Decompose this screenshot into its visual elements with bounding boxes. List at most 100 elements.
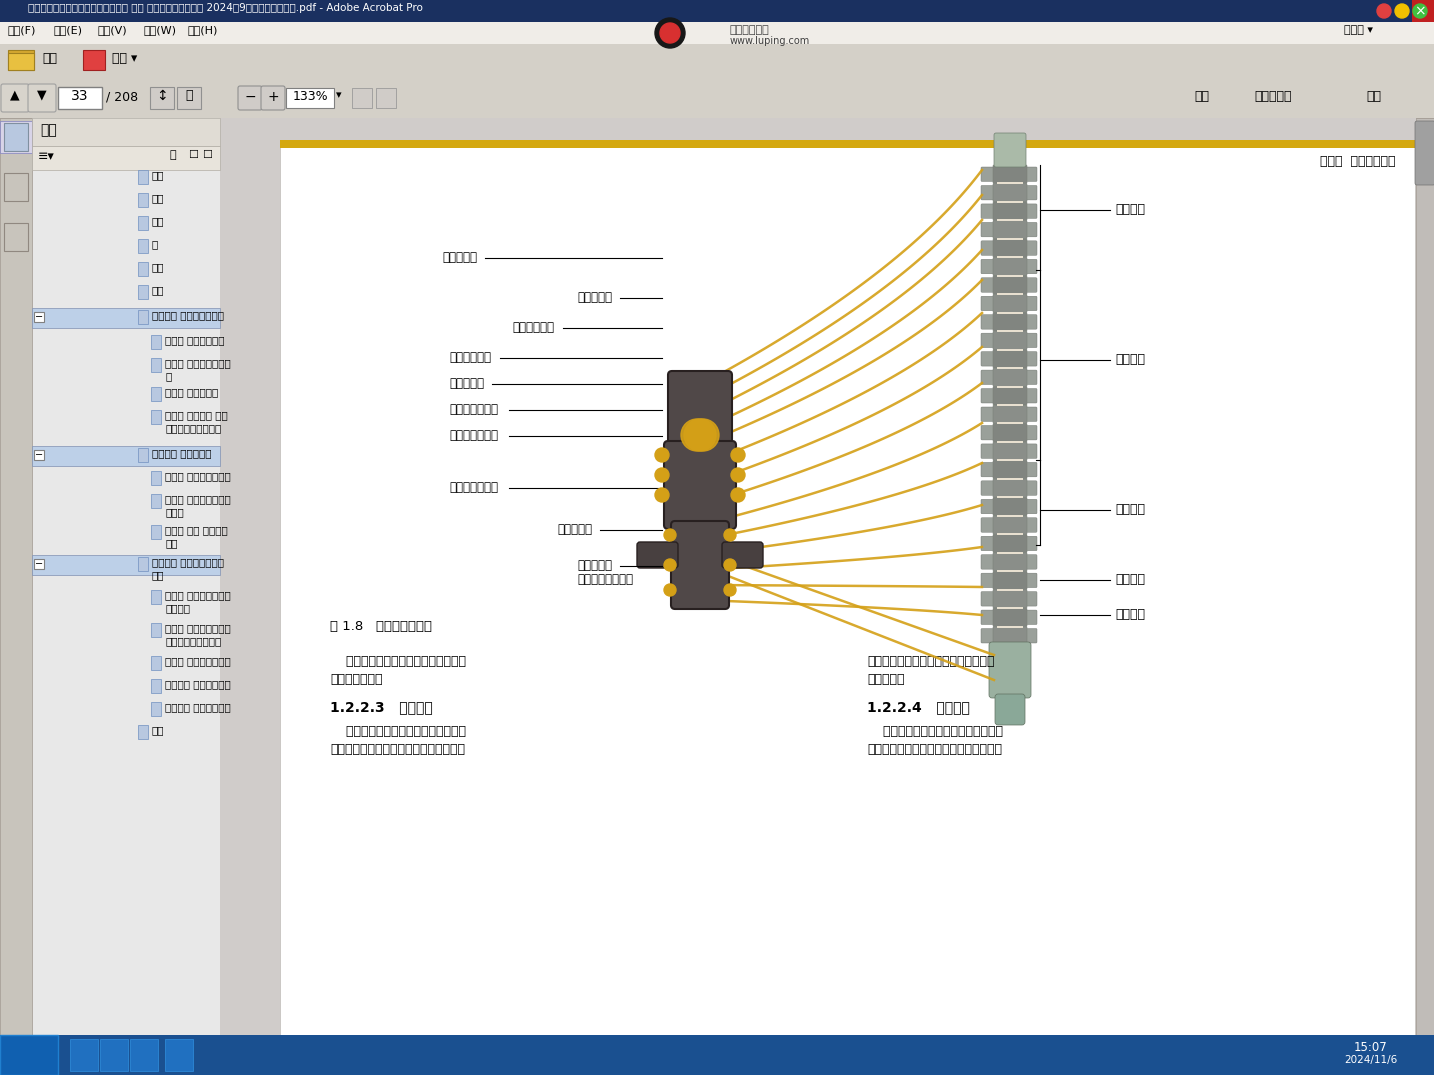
FancyBboxPatch shape: [992, 442, 1027, 460]
Text: 创建 ▾: 创建 ▾: [112, 52, 138, 64]
Text: 结论: 结论: [152, 725, 165, 735]
FancyBboxPatch shape: [992, 589, 1027, 608]
Text: 编辑(E): 编辑(E): [53, 25, 82, 35]
FancyBboxPatch shape: [989, 642, 1031, 698]
FancyBboxPatch shape: [1415, 121, 1434, 185]
Bar: [138, 216, 148, 230]
Text: 第九章 整骨治疗技术在: 第九章 整骨治疗技术在: [165, 624, 231, 633]
FancyBboxPatch shape: [1025, 388, 1037, 403]
Circle shape: [655, 448, 670, 462]
Bar: [151, 702, 161, 716]
FancyBboxPatch shape: [1025, 462, 1037, 477]
Text: +: +: [267, 90, 278, 104]
Text: 节前纤维根据其与周围神经元连接的: 节前纤维根据其与周围神经元连接的: [868, 725, 1002, 739]
Text: ☐: ☐: [202, 151, 212, 160]
Text: 内脏最小神经: 内脏最小神经: [512, 321, 554, 334]
Bar: [138, 285, 148, 299]
Text: 整骨疗法: 整骨疗法: [165, 603, 189, 613]
Text: 填写和签名: 填写和签名: [1253, 90, 1292, 103]
FancyBboxPatch shape: [992, 478, 1027, 498]
Text: 第一部分 理论和概念原则: 第一部分 理论和概念原则: [152, 310, 224, 320]
Circle shape: [660, 23, 680, 43]
Bar: [151, 525, 161, 539]
FancyBboxPatch shape: [1, 84, 29, 112]
Text: 书签: 书签: [40, 123, 57, 137]
FancyBboxPatch shape: [992, 257, 1027, 276]
Bar: [138, 448, 148, 462]
Text: 盆内脏神经: 盆内脏神经: [576, 559, 612, 572]
FancyBboxPatch shape: [992, 387, 1027, 405]
Bar: [997, 183, 1022, 185]
FancyBboxPatch shape: [981, 333, 995, 347]
Text: ▼: ▼: [37, 88, 47, 101]
Text: 文件(F): 文件(F): [9, 25, 36, 35]
FancyBboxPatch shape: [1025, 573, 1037, 588]
FancyBboxPatch shape: [1025, 591, 1037, 606]
Text: 第八章 自主神经系统的: 第八章 自主神经系统的: [165, 590, 231, 600]
FancyBboxPatch shape: [981, 462, 995, 477]
Bar: [997, 256, 1022, 258]
Text: 论: 论: [165, 371, 171, 381]
FancyBboxPatch shape: [29, 84, 56, 112]
Bar: [83, 51, 105, 70]
Bar: [138, 557, 148, 571]
Bar: [0, 1035, 1434, 1075]
Bar: [151, 494, 161, 508]
FancyBboxPatch shape: [1025, 277, 1037, 292]
Text: 第七章 心理 情绪创伤: 第七章 心理 情绪创伤: [165, 525, 228, 535]
Text: 迷走神经后干: 迷走神经后干: [449, 352, 490, 364]
Bar: [351, 88, 371, 108]
FancyBboxPatch shape: [1025, 241, 1037, 255]
Text: 序: 序: [152, 239, 158, 249]
Bar: [997, 312, 1022, 314]
Text: 版权: 版权: [152, 216, 165, 226]
Bar: [151, 358, 161, 372]
FancyBboxPatch shape: [981, 426, 995, 440]
Bar: [997, 459, 1022, 461]
Bar: [138, 239, 148, 253]
Text: −: −: [34, 312, 43, 322]
Bar: [0, 121, 32, 153]
FancyBboxPatch shape: [981, 611, 995, 625]
Text: 腰神经节: 腰神经节: [1116, 503, 1144, 516]
Circle shape: [684, 419, 716, 452]
FancyBboxPatch shape: [992, 498, 1027, 516]
Bar: [997, 497, 1022, 499]
Bar: [165, 1040, 194, 1071]
Text: 第三部分 自主神经系统的: 第三部分 自主神经系统的: [152, 557, 224, 567]
FancyBboxPatch shape: [992, 460, 1027, 478]
Bar: [151, 387, 161, 401]
FancyBboxPatch shape: [981, 499, 995, 514]
Text: 2024/11/6: 2024/11/6: [1344, 1055, 1397, 1065]
FancyBboxPatch shape: [1025, 629, 1037, 643]
Bar: [997, 293, 1022, 296]
Circle shape: [1395, 4, 1410, 18]
Text: 肾上腺髓质因其胚胎发育而与内脏节: 肾上腺髓质因其胚胎发育而与内脏节: [330, 655, 466, 668]
FancyBboxPatch shape: [1025, 259, 1037, 274]
FancyBboxPatch shape: [981, 518, 995, 532]
Text: 迷走神经和自主神经系统新手法治疗 简体 河南科学技术出版社 2024年9月（彩色带书签）.pdf - Adobe Acrobat Pro: 迷走神经和自主神经系统新手法治疗 简体 河南科学技术出版社 2024年9月（彩色…: [29, 3, 423, 13]
FancyBboxPatch shape: [994, 133, 1025, 167]
Text: www.luping.com: www.luping.com: [730, 35, 810, 46]
FancyBboxPatch shape: [1025, 444, 1037, 458]
Bar: [1412, 0, 1434, 22]
FancyBboxPatch shape: [1025, 555, 1037, 569]
Bar: [997, 238, 1022, 240]
FancyBboxPatch shape: [721, 542, 763, 568]
FancyBboxPatch shape: [261, 86, 285, 110]
Text: 窗口(W): 窗口(W): [143, 25, 176, 35]
Text: 工具: 工具: [1195, 90, 1209, 103]
FancyBboxPatch shape: [668, 371, 731, 449]
FancyBboxPatch shape: [981, 204, 995, 218]
Bar: [138, 262, 148, 276]
Text: 第三章 心率变异性: 第三章 心率变异性: [165, 387, 218, 397]
Bar: [138, 310, 148, 324]
Text: 图 1.8   椎旁链和椎前链: 图 1.8 椎旁链和椎前链: [330, 620, 432, 633]
FancyBboxPatch shape: [981, 241, 995, 255]
Circle shape: [664, 529, 675, 541]
Bar: [32, 446, 219, 465]
Text: −: −: [244, 90, 255, 104]
FancyBboxPatch shape: [981, 629, 995, 643]
Bar: [32, 118, 219, 1035]
Circle shape: [731, 468, 746, 482]
